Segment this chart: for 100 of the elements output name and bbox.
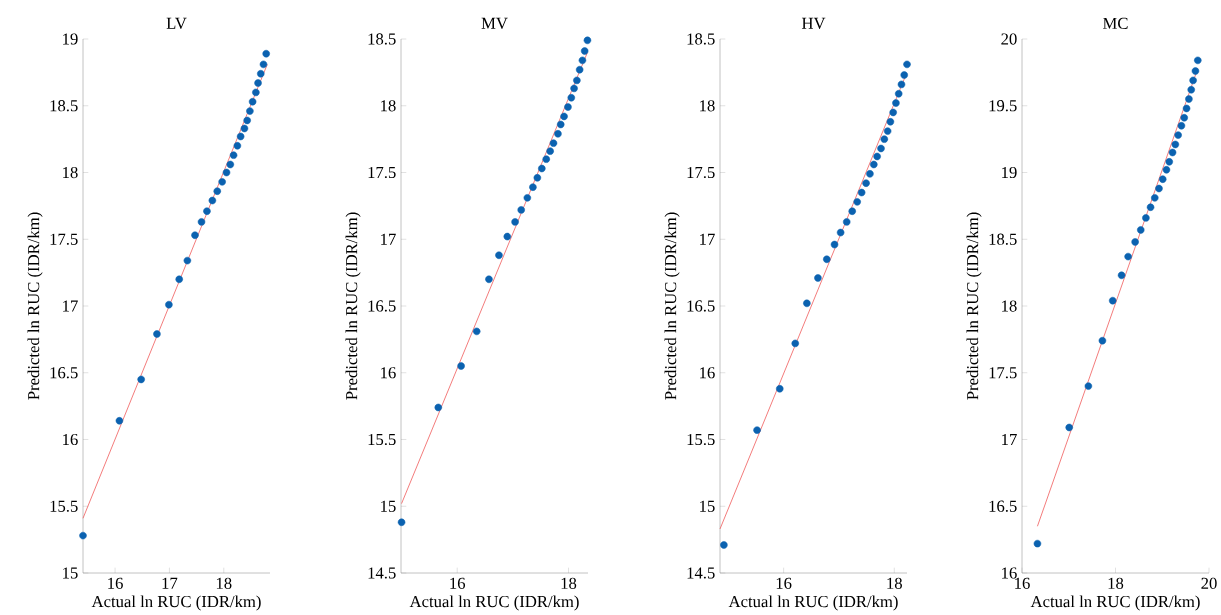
point bbox=[575, 65, 584, 74]
point bbox=[262, 49, 270, 58]
point bbox=[862, 179, 870, 187]
point bbox=[1187, 85, 1195, 94]
point bbox=[517, 206, 525, 214]
x-tick-label: 16 bbox=[108, 577, 123, 589]
point bbox=[567, 94, 576, 102]
y-axis-title: Predicted ln RUC (IDR/km) bbox=[345, 212, 361, 400]
y-tick-label: 15 bbox=[700, 500, 715, 512]
y-tick-label: 16.5 bbox=[50, 367, 78, 379]
y-tick-label: 17 bbox=[381, 233, 396, 245]
point bbox=[830, 240, 839, 249]
point bbox=[79, 531, 87, 540]
point bbox=[243, 116, 251, 125]
point bbox=[848, 207, 856, 215]
point bbox=[546, 147, 554, 155]
point bbox=[857, 188, 866, 197]
point bbox=[503, 232, 512, 241]
point bbox=[191, 231, 199, 239]
y-tick-label: 18 bbox=[381, 100, 396, 112]
point bbox=[165, 300, 173, 309]
point bbox=[257, 69, 265, 78]
point bbox=[549, 139, 558, 147]
point bbox=[511, 218, 519, 226]
point bbox=[229, 151, 238, 159]
y-tick-label: 19.5 bbox=[989, 100, 1017, 112]
point bbox=[894, 90, 903, 98]
point bbox=[866, 170, 874, 178]
y-tick-label: 15.5 bbox=[687, 433, 715, 446]
point bbox=[1174, 131, 1182, 139]
y-tick-label: 17.5 bbox=[50, 233, 78, 245]
point bbox=[529, 183, 537, 191]
point bbox=[1171, 140, 1180, 149]
point bbox=[880, 135, 889, 143]
point bbox=[1180, 114, 1188, 122]
x-tick-label: 18 bbox=[1108, 577, 1124, 589]
x-tick-label: 17 bbox=[162, 577, 178, 589]
point bbox=[533, 174, 542, 182]
point bbox=[1155, 184, 1163, 193]
point bbox=[564, 103, 572, 111]
x-tick-label: 18 bbox=[561, 577, 577, 589]
point bbox=[1065, 423, 1073, 432]
y-tick-label: 14.5 bbox=[687, 567, 715, 579]
point bbox=[472, 327, 481, 336]
point bbox=[1131, 238, 1139, 246]
y-tick-label: 19 bbox=[63, 33, 78, 45]
y-tick-label: 18 bbox=[1002, 300, 1017, 312]
point bbox=[208, 196, 217, 205]
chart-title: HV bbox=[801, 17, 826, 29]
point bbox=[823, 255, 831, 264]
point bbox=[570, 84, 578, 93]
y-tick-label: 16 bbox=[700, 367, 715, 379]
point bbox=[560, 112, 568, 121]
point bbox=[1033, 539, 1042, 548]
y-tick-label: 16 bbox=[1002, 567, 1017, 579]
y-tick-label: 17.5 bbox=[368, 166, 396, 179]
point bbox=[1108, 296, 1117, 305]
point bbox=[203, 207, 211, 215]
y-tick-label: 18.5 bbox=[989, 233, 1017, 245]
point bbox=[1191, 67, 1200, 75]
point bbox=[137, 375, 145, 384]
point bbox=[542, 155, 550, 163]
point bbox=[259, 60, 268, 69]
y-tick-label: 17 bbox=[1002, 434, 1017, 445]
point bbox=[218, 178, 226, 186]
point bbox=[873, 152, 881, 161]
point bbox=[1194, 56, 1202, 65]
y-axis-title: Predicted ln RUC (IDR/km) bbox=[27, 212, 43, 400]
y-tick-label: 16.5 bbox=[989, 500, 1017, 512]
point bbox=[897, 80, 906, 89]
point bbox=[1168, 148, 1177, 157]
y-tick-label: 18.5 bbox=[50, 100, 78, 112]
point bbox=[175, 275, 183, 284]
point bbox=[457, 362, 465, 370]
point bbox=[900, 71, 908, 79]
point bbox=[870, 160, 878, 169]
point bbox=[1084, 382, 1093, 390]
point bbox=[776, 385, 784, 393]
y-tick-label: 15.5 bbox=[368, 433, 396, 446]
point bbox=[183, 256, 192, 265]
point bbox=[578, 56, 587, 65]
x-axis-title: Actual ln RUC (IDR/km) bbox=[409, 595, 579, 611]
point bbox=[1142, 214, 1150, 222]
point bbox=[791, 339, 799, 348]
y-tick-label: 18 bbox=[700, 100, 715, 112]
point bbox=[1162, 166, 1171, 174]
point bbox=[842, 218, 851, 226]
point bbox=[538, 164, 546, 173]
point bbox=[1137, 226, 1145, 234]
y-tick-label: 17 bbox=[63, 300, 78, 312]
y-tick-label: 18.5 bbox=[368, 33, 396, 45]
point bbox=[197, 218, 206, 226]
y-tick-label: 20 bbox=[1001, 33, 1017, 45]
x-tick-label: 18 bbox=[887, 577, 902, 589]
y-tick-label: 16.5 bbox=[368, 300, 396, 312]
point bbox=[495, 251, 503, 260]
x-tick-label: 16 bbox=[450, 577, 466, 589]
x-tick-label: 20 bbox=[1201, 577, 1217, 589]
point bbox=[1165, 158, 1174, 166]
point bbox=[1124, 252, 1132, 261]
